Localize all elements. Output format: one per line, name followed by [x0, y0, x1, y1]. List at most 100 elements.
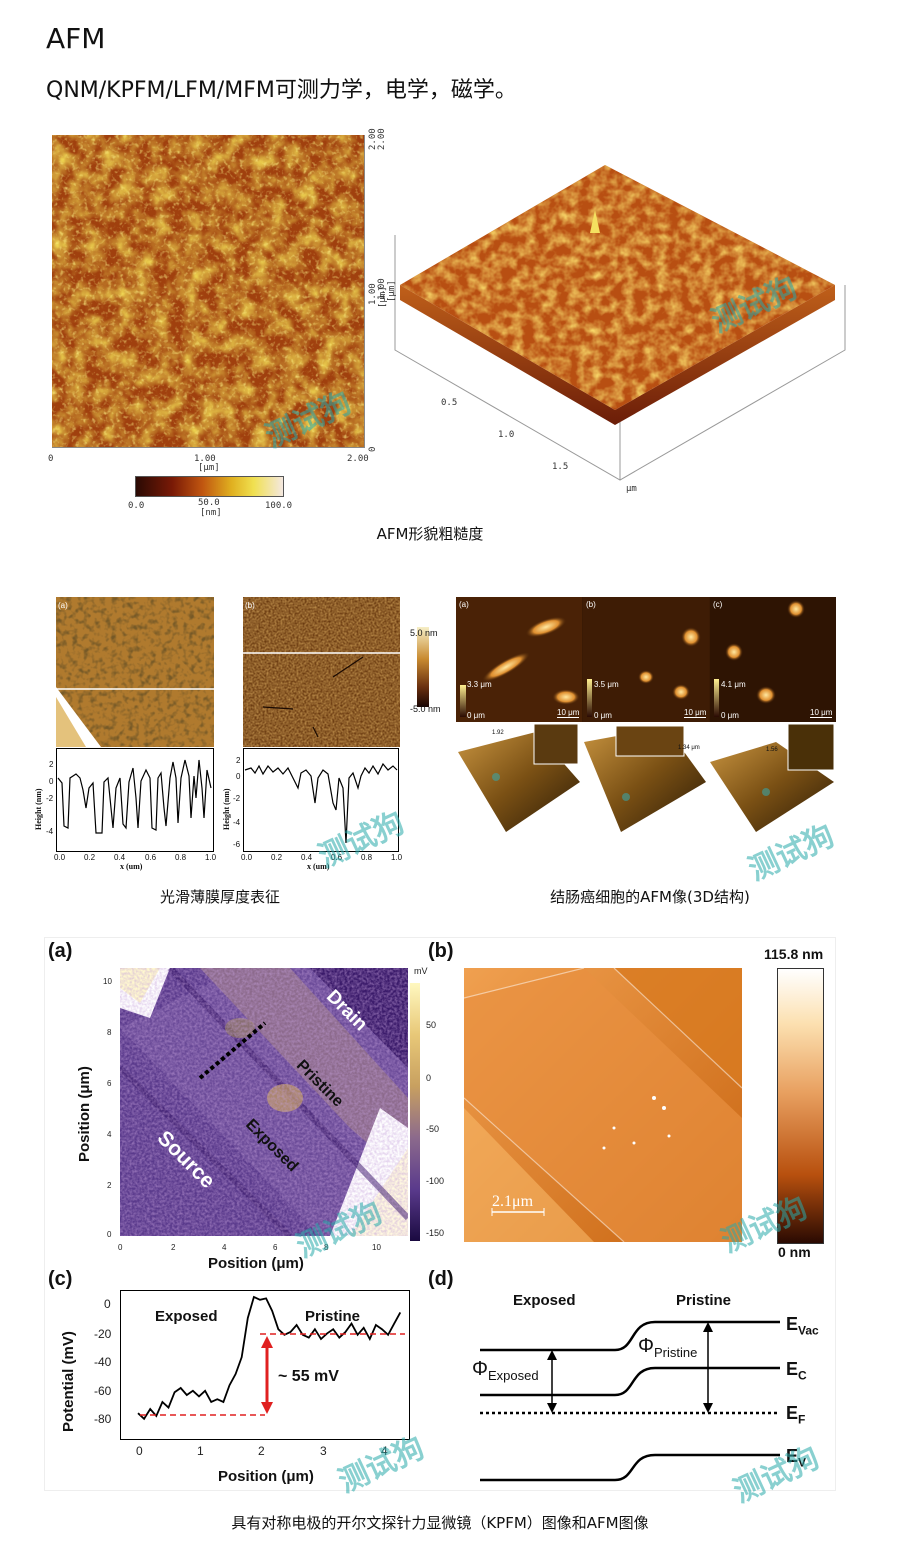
band-label-exposed: Exposed [513, 1292, 576, 1309]
colorbar-tick: 100.0 [265, 501, 293, 511]
page-subtitle: QNM/KPFM/LFM/MFM可测力学，电学，磁学。 [46, 78, 517, 103]
cell-height-max: 3.3 μm [467, 680, 492, 689]
profile-b-xtick: 0.2 [271, 853, 283, 862]
panel-a-xtick: 2 [171, 1243, 176, 1252]
panel-a-xtick: 6 [273, 1243, 278, 1252]
afm-height-colorbar [135, 476, 284, 497]
cell-scale-bar: 10 μm [557, 708, 580, 718]
afm-3d-surface [394, 165, 846, 481]
panel-a-ylabel: Position (μm) [76, 1066, 93, 1162]
profile-b-ytick: 0 [236, 772, 241, 781]
panel-c-label: (c) [48, 1268, 73, 1290]
profile-a-ytick: -2 [46, 794, 54, 803]
profile-a-xtick: 0.8 [175, 853, 187, 862]
kpfm-colorbar [410, 983, 420, 1241]
panel-c-ytick: -20 [94, 1327, 112, 1341]
afm-3d-zunit: [μm] [387, 280, 397, 302]
profile-b-xtick: 0.6 [331, 853, 343, 862]
panel-a-ytick: 2 [107, 1181, 112, 1190]
potential-trace [137, 1295, 402, 1421]
afm-2d-x-axis [52, 447, 364, 448]
film-colorbar-bottom: -5.0 nm [410, 704, 441, 714]
panel-c-ytick: -40 [94, 1355, 112, 1369]
profile-b-xtick: 0.4 [301, 853, 313, 862]
profile-b-xtick: 0.8 [361, 853, 373, 862]
panel-c-ytick: -60 [94, 1384, 112, 1398]
cell-panel-label: (b) [586, 600, 596, 609]
colorbar-tick: 50.0 [198, 498, 220, 508]
afm-height-map-b [464, 968, 742, 1242]
e-vac-label: EVac [786, 1314, 819, 1338]
profile-b-ylabel: Height (nm) [222, 788, 231, 830]
panel-c-ytick: -80 [94, 1412, 112, 1426]
potential-profile-chart [120, 1290, 410, 1440]
afm-3d-xtick: 1.0 [498, 430, 515, 440]
cell3d-panel-label: (f) [713, 725, 721, 734]
cell3d-height: 1.92 [492, 730, 504, 736]
cell-scale-bar: 10 μm [810, 708, 833, 718]
band-label-pristine: Pristine [676, 1292, 732, 1309]
cell-height-min: 0 μm [467, 711, 485, 720]
panel-c-xtick: 2 [258, 1444, 265, 1458]
profile-a-xtick: 0.4 [114, 853, 126, 862]
panel-d-label: (d) [428, 1268, 454, 1290]
panel-a-ytick: 8 [107, 1028, 112, 1037]
cell-3d-images [456, 722, 836, 850]
film-colorbar [417, 627, 429, 707]
panel-a-ytick: 0 [107, 1230, 112, 1239]
kpfm-colorbar-tick: -50 [426, 1124, 440, 1134]
panel-b-colorbar-bottom: 0 nm [778, 1244, 811, 1260]
afm-3d-xunit: μm [626, 484, 637, 494]
e-f-label: EF [786, 1403, 806, 1427]
profile-b-xlabel: x (um) [307, 862, 330, 871]
cell3d-panel-label: (e) [586, 725, 596, 734]
cell-height-max: 3.5 μm [594, 680, 619, 689]
cell-2d-images [456, 597, 836, 722]
profile-a-xtick: 0.6 [145, 853, 157, 862]
panel-b-scale-bar: 2.1μm [492, 1193, 534, 1210]
cell3d-panel-label: (d) [459, 725, 469, 734]
section3-caption: 具有对称电极的开尔文探针力显微镜（KPFM）图像和AFM图像 [231, 1514, 649, 1532]
panel-a-ytick: 10 [103, 977, 112, 986]
profile-a-xtick: 1.0 [205, 853, 217, 862]
profile-a-xlabel: x (um) [120, 862, 143, 871]
profile-a-ytick: 0 [49, 777, 54, 786]
panel-c-xtick: 0 [136, 1444, 143, 1458]
cell3d-height: 1.34 μm [678, 745, 700, 751]
panel-a-ytick: 4 [107, 1130, 112, 1139]
afm-3d-ztick: 1.00 [377, 278, 387, 300]
panel-c-xtick: 4 [381, 1444, 388, 1458]
panel-a-xtick: 8 [324, 1243, 329, 1252]
kpfm-colorbar-unit: mV [414, 966, 428, 976]
afm-3d-xtick: 1.5 [552, 462, 569, 472]
cell3d-height: 1.56 [766, 747, 778, 753]
afm-2d-ytick: 0 [368, 446, 378, 452]
potential-difference-label: ~ 55 mV [278, 1368, 339, 1385]
section2-right-caption: 结肠癌细胞的AFM像(3D结构) [550, 888, 750, 906]
panel-c-ylabel: Potential (mV) [60, 1331, 77, 1432]
cell-height-min: 0 μm [721, 711, 739, 720]
panel-a-xtick: 10 [372, 1243, 381, 1252]
height-profile-b [243, 748, 399, 852]
cell-panel-label: (a) [459, 600, 469, 609]
e-c-label: EC [786, 1359, 807, 1383]
film-panel-label: (a) [58, 601, 68, 610]
cell-height-min: 0 μm [594, 711, 612, 720]
profile-a-ylabel: Height (nm) [34, 788, 43, 830]
film-image-a [56, 597, 214, 747]
panel-a-xtick: 4 [222, 1243, 227, 1252]
panel-b-colorbar-top: 115.8 nm [764, 946, 824, 962]
colorbar-tick: 0.0 [128, 501, 145, 511]
profile-b-ytick: -6 [233, 840, 241, 849]
panel-c-xtick: 1 [197, 1444, 204, 1458]
section1-caption: AFM形貌粗糙度 [376, 525, 484, 543]
chart-label-exposed: Exposed [155, 1308, 218, 1325]
potential-trace-line [137, 1295, 402, 1421]
cell-scale-bar: 10 μm [684, 708, 707, 718]
cell-height-max: 4.1 μm [721, 680, 746, 689]
panel-b-label: (b) [428, 940, 454, 962]
profile-b-ytick: 2 [236, 756, 241, 765]
film-image-b [243, 597, 400, 747]
kpfm-potential-map [120, 968, 408, 1236]
profile-a-ytick: -4 [46, 827, 54, 836]
